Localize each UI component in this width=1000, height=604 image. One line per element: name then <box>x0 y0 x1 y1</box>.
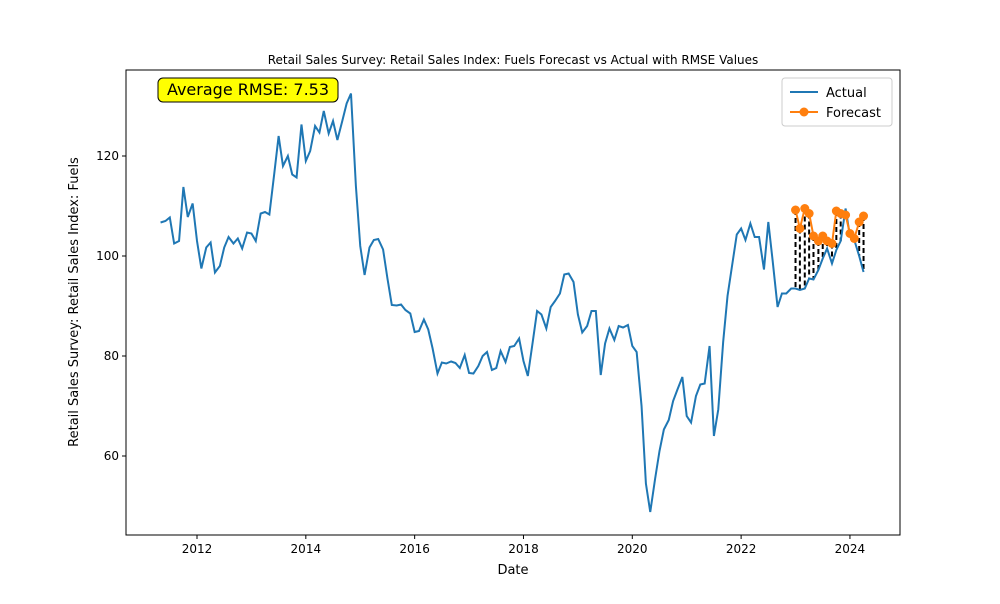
legend-label: Actual <box>826 86 867 101</box>
forecast-point <box>841 210 851 220</box>
forecast-point <box>859 211 869 221</box>
legend-label: Forecast <box>826 106 881 121</box>
legend-marker <box>799 107 809 117</box>
y-tick-label: 120 <box>96 149 119 163</box>
annotation-box <box>157 77 339 103</box>
y-tick-label: 60 <box>104 449 119 463</box>
plot-area: 2012 2014 2016 2018 2020 2022 2024 60 80 100 120 <box>96 93 869 556</box>
x-tick-label: 2012 <box>182 542 213 556</box>
y-tick-label: 100 <box>96 249 119 263</box>
forecast-point <box>849 234 859 243</box>
x-tick-label: 2022 <box>726 542 757 556</box>
x-tick-label: 2024 <box>835 542 866 556</box>
x-tick-label: 2018 <box>508 542 539 556</box>
x-tick-label: 2014 <box>291 542 322 556</box>
forecast-point <box>804 209 814 218</box>
legend-box <box>781 77 893 127</box>
legend: Actual Forecast <box>781 77 893 127</box>
annotation: Average RMSE: 7.53 <box>167 80 329 99</box>
forecast-point <box>791 205 801 215</box>
series-line <box>160 93 865 513</box>
x-tick-label: 2016 <box>399 542 430 556</box>
y-tick-label: 80 <box>104 349 119 363</box>
chart-title: Retail Sales Survey: Retail Sales Index:… <box>268 53 759 67</box>
axes-frame <box>125 69 901 536</box>
x-tick-label: 2020 <box>617 542 648 556</box>
x-axis-label: Date <box>497 563 528 578</box>
y-axis-label: Retail Sales Survey: Retail Sales Index:… <box>67 157 82 447</box>
forecast-point <box>795 224 805 233</box>
forecast-point <box>827 239 837 248</box>
